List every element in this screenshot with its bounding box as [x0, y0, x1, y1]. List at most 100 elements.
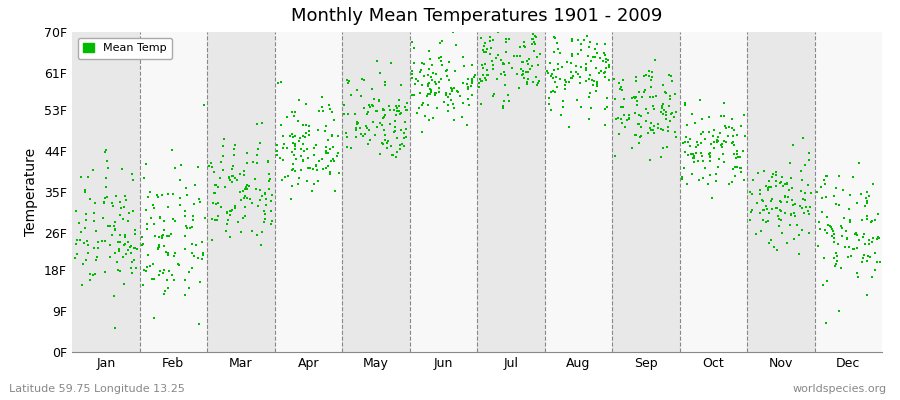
Point — [395, 140, 410, 147]
Point — [123, 265, 138, 272]
Point — [654, 109, 669, 115]
Point — [454, 114, 469, 120]
Point — [274, 177, 289, 184]
Point — [598, 59, 613, 66]
Point — [223, 208, 238, 214]
Point — [819, 194, 833, 200]
Point — [847, 246, 861, 253]
Point — [531, 80, 545, 87]
Point — [642, 72, 656, 79]
Point — [101, 223, 115, 230]
Point — [387, 107, 401, 113]
Point — [477, 43, 491, 50]
Point — [756, 198, 770, 204]
Point — [370, 124, 384, 130]
Point — [485, 66, 500, 72]
Point — [382, 103, 397, 109]
Point — [319, 165, 333, 172]
Point — [726, 132, 741, 139]
Point — [434, 58, 448, 64]
Point — [756, 216, 770, 223]
Point — [678, 100, 692, 107]
Point — [827, 234, 842, 241]
Point — [256, 208, 271, 214]
Point — [207, 190, 221, 197]
Point — [130, 246, 144, 252]
Point — [490, 76, 504, 82]
Point — [256, 219, 271, 225]
Point — [127, 256, 141, 263]
Point — [466, 74, 481, 80]
Point — [167, 249, 182, 256]
Point — [545, 88, 560, 94]
Point — [143, 215, 157, 222]
Point — [490, 20, 504, 26]
Point — [194, 255, 209, 262]
Point — [461, 84, 475, 90]
Point — [580, 33, 594, 39]
Point — [100, 194, 114, 201]
Point — [274, 121, 289, 128]
Point — [743, 209, 758, 216]
Point — [339, 77, 354, 84]
Point — [727, 173, 742, 180]
Point — [478, 61, 492, 67]
Point — [519, 58, 534, 64]
Point — [400, 100, 414, 106]
Point — [664, 73, 679, 80]
Point — [124, 171, 139, 177]
Point — [682, 136, 697, 142]
Point — [87, 209, 102, 216]
Point — [343, 145, 357, 152]
Point — [446, 86, 460, 92]
Point — [293, 153, 308, 159]
Point — [157, 218, 171, 224]
Point — [183, 224, 197, 231]
Point — [141, 252, 156, 258]
Point — [662, 102, 677, 109]
Point — [514, 66, 528, 72]
Point — [394, 110, 409, 116]
Point — [498, 72, 512, 78]
Point — [166, 253, 181, 260]
Point — [448, 68, 463, 75]
Point — [716, 100, 731, 106]
Point — [464, 62, 479, 68]
Point — [593, 54, 608, 61]
Point — [446, 101, 460, 108]
Point — [780, 181, 795, 188]
Point — [426, 70, 440, 76]
Point — [588, 46, 602, 52]
Point — [194, 239, 209, 245]
Point — [341, 78, 356, 84]
Point — [726, 138, 741, 145]
Point — [583, 90, 598, 96]
Point — [574, 41, 589, 47]
Point — [594, 68, 608, 74]
Point — [280, 114, 294, 121]
Point — [519, 79, 534, 85]
Point — [614, 104, 628, 110]
Point — [778, 194, 792, 200]
Point — [589, 64, 603, 71]
Point — [167, 218, 182, 224]
Point — [527, 23, 542, 30]
Point — [122, 247, 136, 253]
Point — [240, 150, 255, 156]
Point — [166, 216, 180, 222]
Point — [608, 76, 622, 82]
Point — [753, 186, 768, 193]
Point — [678, 138, 692, 145]
Point — [546, 66, 561, 73]
Point — [835, 224, 850, 231]
Point — [811, 242, 825, 249]
Point — [392, 142, 407, 148]
Point — [816, 255, 831, 262]
Bar — [410, 32, 477, 352]
Point — [581, 116, 596, 123]
Point — [416, 100, 430, 106]
Point — [292, 138, 306, 144]
Point — [583, 39, 598, 45]
Point — [615, 120, 629, 126]
Point — [763, 237, 778, 243]
